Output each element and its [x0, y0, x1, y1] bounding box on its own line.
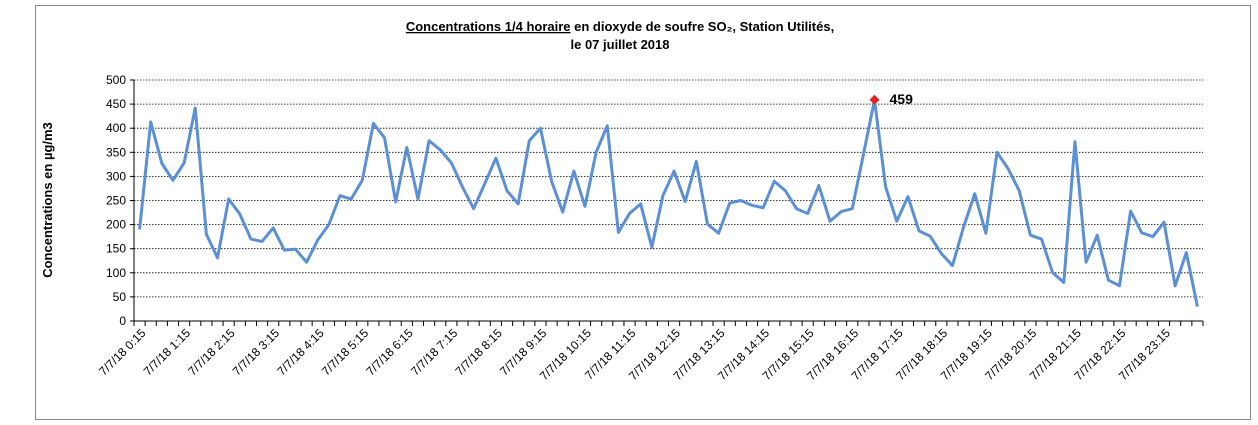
peak-marker	[869, 94, 880, 105]
y-tick-label: 200	[106, 218, 126, 232]
y-tick-label: 400	[106, 121, 126, 135]
y-tick-label: 350	[106, 145, 126, 159]
y-tick-label: 300	[106, 169, 126, 183]
title-part: Concentrations 1/4 horaire	[406, 19, 571, 34]
chart-title: Concentrations 1/4 horaire en dioxyde de…	[406, 19, 834, 34]
data-label: 459	[890, 91, 914, 107]
y-tick-label: 150	[106, 242, 126, 256]
y-tick-label: 0	[119, 314, 126, 328]
y-tick-label: 100	[106, 266, 126, 280]
y-axis-label: Concentrations en µg/m3	[40, 122, 55, 278]
y-tick-label: 500	[106, 73, 126, 87]
title-part: en dioxyde de soufre SO₂, Station Utilit…	[571, 19, 835, 34]
chart-subtitle: le 07 juillet 2018	[570, 37, 669, 52]
y-tick-label: 250	[106, 194, 126, 208]
y-tick-label: 50	[113, 290, 127, 304]
y-tick-label: 450	[106, 97, 126, 111]
data-line	[138, 98, 1199, 307]
